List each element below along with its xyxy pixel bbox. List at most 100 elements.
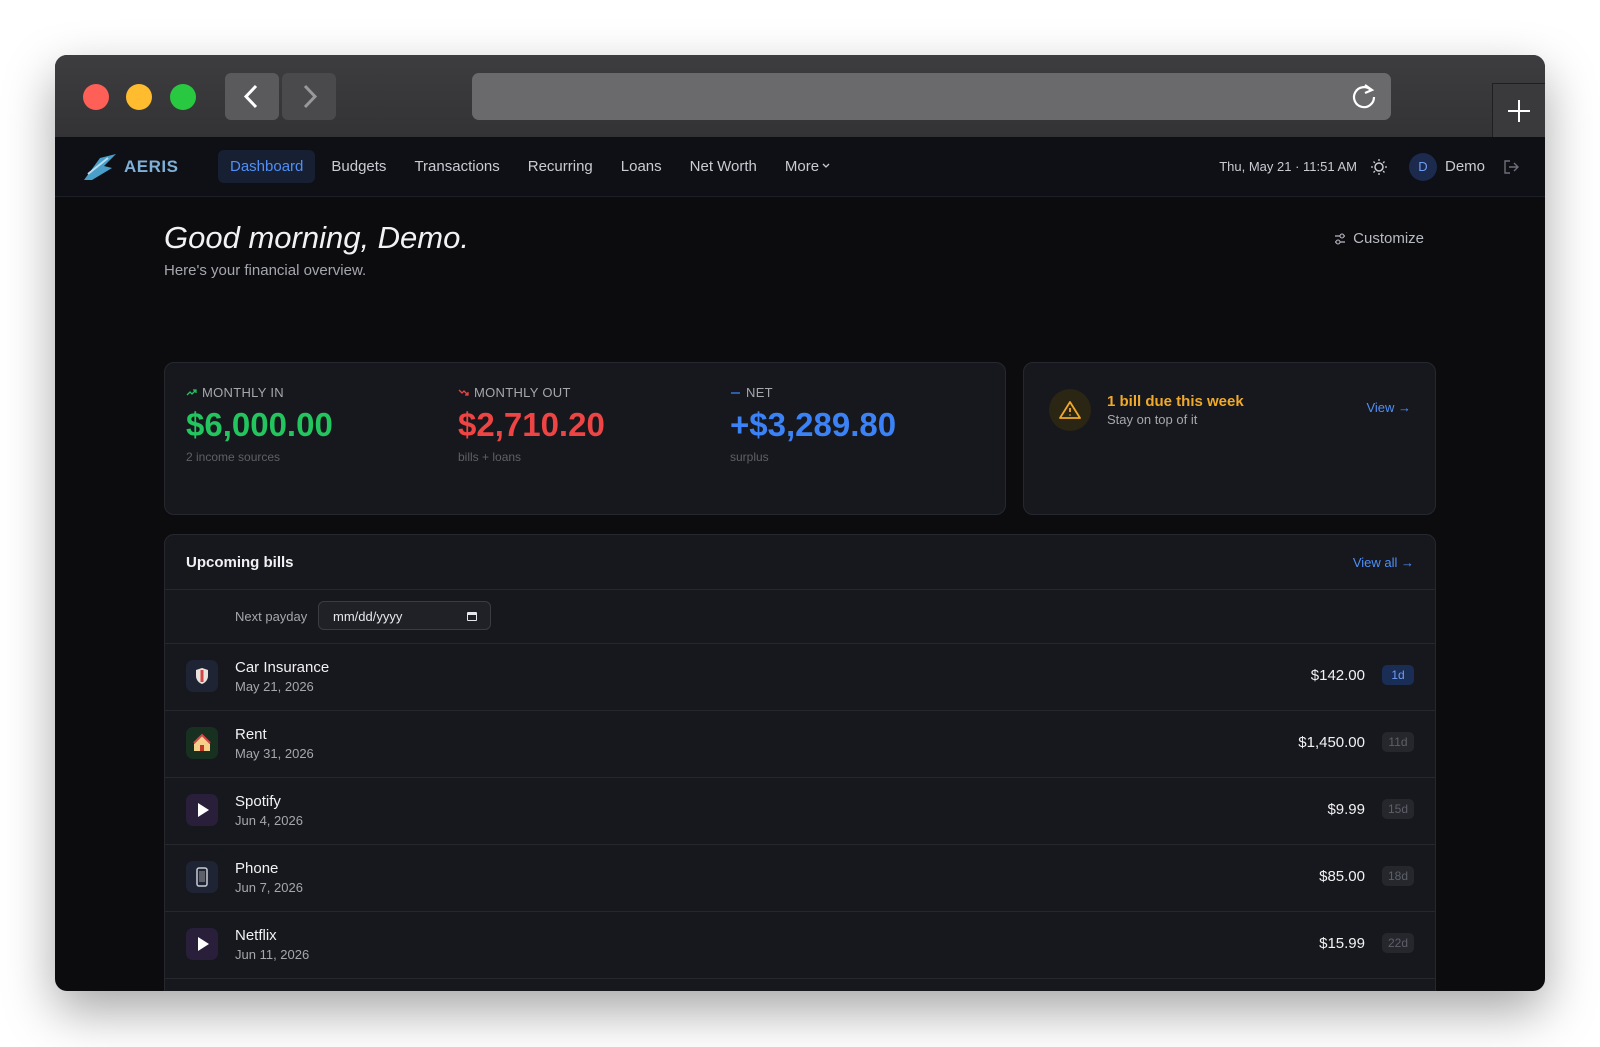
back-button[interactable]: [225, 73, 279, 120]
bill-icon-glyph: [193, 733, 211, 751]
stat: MONTHLY IN $6,000.00 2 income sources: [186, 385, 333, 464]
nav-item[interactable]: Dashboard: [218, 150, 316, 183]
bill-icon: [186, 928, 218, 960]
minimize-button[interactable]: [126, 84, 152, 110]
stat-label: MONTHLY OUT: [474, 385, 571, 400]
bill-amount: $15.99: [1319, 935, 1365, 952]
nav-item-label: Recurring: [527, 158, 593, 175]
user-name[interactable]: Demo: [1444, 158, 1485, 175]
payday-input[interactable]: mm/dd/yyyy: [318, 601, 491, 630]
avatar[interactable]: D: [1408, 152, 1437, 181]
bill-amount: $142.00: [1310, 667, 1365, 684]
nav-right: Thu, May 21 · 11:51 AM D Demo: [1219, 152, 1519, 181]
bill-icon-glyph: [198, 803, 209, 817]
new-tab-button[interactable]: [1492, 83, 1545, 138]
payday-row: Next payday mm/dd/yyyy: [165, 589, 1435, 644]
bills-title: Upcoming bills: [186, 554, 294, 571]
close-button[interactable]: [83, 84, 109, 110]
bills-card: Upcoming bills View all → Next payday mm…: [164, 534, 1436, 991]
bill-due-badge: 1d: [1382, 665, 1414, 685]
bill-due-badge: 15d: [1381, 799, 1414, 819]
nav-item[interactable]: More: [773, 150, 845, 183]
brand[interactable]: AERIS: [82, 152, 218, 182]
customize-icon: [1335, 233, 1346, 244]
bill-icon: [186, 794, 218, 826]
forward-icon: [303, 84, 318, 109]
bill-name: Netflix: [235, 927, 277, 944]
nav-item[interactable]: Recurring: [516, 150, 605, 183]
bill-row: Spotify Jun 4, 2026 $9.99 15d: [165, 777, 1435, 845]
nav-item-label: Net Worth: [689, 158, 757, 175]
stat-label-row: MONTHLY OUT: [458, 385, 605, 400]
reload-icon[interactable]: [1349, 81, 1379, 111]
bill-row: Rent May 31, 2026 $1,450.00 11d: [165, 710, 1435, 778]
bill-icon: [186, 727, 218, 759]
payday-label: Next payday: [235, 609, 308, 624]
top-nav: AERIS Dashboard Budgets Transactions Recurr…: [55, 137, 1545, 197]
warning-icon: [1059, 401, 1081, 419]
stat-note: 2 income sources: [186, 450, 281, 464]
nav-item-label: Loans: [620, 158, 662, 175]
bill-name: Rent: [235, 726, 267, 743]
bill-name: Spotify: [235, 793, 281, 810]
nav-item-label: Dashboard: [230, 158, 304, 175]
nav-item[interactable]: Transactions: [402, 150, 511, 183]
stat-icon: [458, 389, 469, 396]
payday-placeholder: mm/dd/yyyy: [333, 609, 403, 624]
alert-title: 1 bill due this week: [1107, 393, 1244, 410]
datetime: Thu, May 21 · 11:51 AM: [1219, 159, 1357, 174]
alert-subtitle: Stay on top of it: [1107, 412, 1198, 427]
bill-icon-glyph: [196, 668, 208, 684]
bill-icon: [186, 660, 218, 692]
browser-window: AERIS Dashboard Budgets Transactions Recurr…: [55, 55, 1545, 991]
chevron-icon: [822, 163, 830, 168]
logout-icon[interactable]: [1503, 159, 1519, 175]
subtitle: Here's your financial overview.: [164, 262, 367, 279]
bill-row: Phone Jun 7, 2026 $85.00 18d: [165, 844, 1435, 912]
nav-item-label: Budgets: [331, 158, 387, 175]
stat-value: $6,000.00: [186, 406, 333, 443]
nav-item[interactable]: Budgets: [319, 150, 398, 183]
bill-icon-glyph: [198, 937, 209, 951]
bills-header: Upcoming bills View all →: [165, 535, 1435, 590]
bill-date: Jun 11, 2026: [235, 947, 310, 962]
nav-item[interactable]: Net Worth: [678, 150, 769, 183]
stat-value: $2,710.20: [458, 406, 605, 443]
nav-item-label: Transactions: [414, 158, 500, 175]
bill-row: Car Insurance May 21, 2026 $142.00 1d: [165, 643, 1435, 711]
plus-icon: [1508, 100, 1530, 122]
alert-card: 1 bill due this week Stay on top of it V…: [1023, 362, 1436, 515]
bill-due-badge: 11d: [1382, 732, 1414, 752]
alert-link[interactable]: View →: [1366, 400, 1411, 415]
bill-amount: $85.00: [1319, 868, 1365, 885]
nav-item[interactable]: Loans: [609, 150, 674, 183]
greeting: Good morning, Demo.: [164, 220, 469, 255]
bill-date: Jun 4, 2026: [235, 813, 303, 828]
stats-card: MONTHLY IN $6,000.00 2 income sources MONTH…: [164, 362, 1006, 515]
bill-amount: $1,450.00: [1298, 734, 1365, 751]
nav-item-label: More: [784, 158, 820, 175]
alert-icon: [1049, 389, 1091, 431]
title-bar: [55, 55, 1545, 138]
stat: MONTHLY OUT $2,710.20 bills + loans: [458, 385, 605, 464]
stat-label-row: NET: [730, 385, 896, 400]
nav-items: Dashboard Budgets Transactions Recurring Loa…: [218, 150, 849, 183]
address-bar[interactable]: [472, 73, 1391, 120]
bill-date: Jun 7, 2026: [235, 880, 303, 895]
customize-button[interactable]: Customize: [1333, 230, 1424, 247]
zoom-button[interactable]: [170, 84, 196, 110]
bill-name: Phone: [235, 860, 279, 877]
view-all-link[interactable]: View all →: [1352, 555, 1414, 570]
bill-due-badge: 22d: [1381, 933, 1414, 953]
stat: NET +$3,289.80 surplus: [730, 385, 896, 464]
theme-toggle[interactable]: [1357, 157, 1397, 177]
stat-value: +$3,289.80: [730, 406, 897, 443]
stat-label: NET: [746, 385, 773, 400]
logo: [84, 153, 116, 180]
back-icon: [243, 84, 258, 109]
stat-note: bills + loans: [458, 450, 522, 464]
forward-button[interactable]: [282, 73, 336, 120]
bill-amount: $9.99: [1327, 801, 1365, 818]
stat-label-row: MONTHLY IN: [186, 385, 333, 400]
stat-label: MONTHLY IN: [202, 385, 284, 400]
